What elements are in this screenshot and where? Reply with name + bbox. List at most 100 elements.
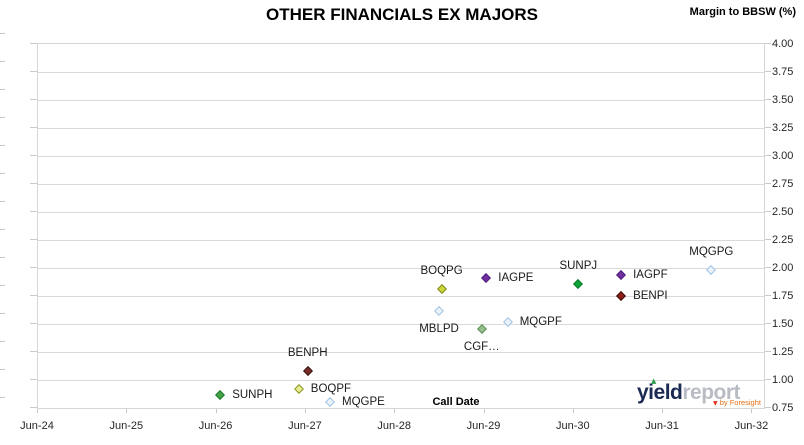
edge-tick-mark xyxy=(0,173,5,174)
x-tick-label: Jun-29 xyxy=(466,420,501,432)
x-tick-mark xyxy=(394,409,396,413)
data-point-marker xyxy=(616,269,627,280)
data-point-marker xyxy=(325,397,335,408)
data-point-label: IAGPF xyxy=(633,268,668,281)
data-point-label: MQGPF xyxy=(519,315,562,328)
x-tick-label: Jun-32 xyxy=(734,420,769,432)
y-tick-mark xyxy=(765,99,771,100)
y-tick-mark xyxy=(765,71,771,72)
edge-tick-mark xyxy=(0,285,5,286)
y-tick-mark xyxy=(30,407,37,408)
gridline xyxy=(38,268,764,269)
y-tick-label: 1.75 xyxy=(772,289,794,302)
y-tick-mark xyxy=(30,183,37,184)
y-tick-mark xyxy=(30,267,37,268)
y-tick-mark xyxy=(765,211,771,212)
y-tick-mark xyxy=(765,323,771,324)
plot-area: SUNPH BOQPF BENPH MQGPE MBLPD BOQPG CGF… IAGPE M… xyxy=(37,43,765,409)
y-tick-mark xyxy=(30,239,37,240)
data-point-label: IAGPE xyxy=(498,272,534,285)
logo-byline: ▼ by Foresight xyxy=(713,398,761,407)
x-tick-mark xyxy=(751,409,753,413)
gridline xyxy=(38,156,764,157)
y-tick-mark xyxy=(765,239,771,240)
x-tick-label: Jun-24 xyxy=(20,420,54,432)
gridline xyxy=(38,240,764,241)
edge-tick-mark xyxy=(0,33,5,34)
data-point-marker xyxy=(436,284,447,295)
data-point-label: MQGPG xyxy=(689,246,734,259)
data-point-marker xyxy=(481,273,492,284)
data-point-marker xyxy=(706,265,717,276)
x-tick-mark xyxy=(304,409,306,413)
y-tick-mark xyxy=(765,127,771,128)
y-tick-label: 3.50 xyxy=(772,93,794,106)
logo-red-triangle-icon: ▼ xyxy=(713,400,718,407)
data-point-label: SUNPJ xyxy=(559,259,598,272)
y-tick-label: 3.00 xyxy=(772,149,794,162)
data-point-label: MBLPD xyxy=(419,322,459,335)
x-tick-label: Jun-26 xyxy=(198,420,233,432)
y-tick-label: 3.75 xyxy=(772,65,794,78)
y-tick-mark xyxy=(30,43,37,44)
y-tick-mark xyxy=(30,127,37,128)
x-tick-mark xyxy=(37,409,38,413)
x-tick-mark xyxy=(126,409,128,413)
x-tick-mark xyxy=(572,409,574,413)
y-tick-mark xyxy=(765,267,771,268)
logo-report-text: report xyxy=(682,381,741,404)
gridline xyxy=(38,212,764,213)
data-point-marker xyxy=(476,323,487,334)
y-tick-mark xyxy=(30,351,37,352)
gridline xyxy=(38,100,764,101)
logo-byline-text: by Foresight xyxy=(719,398,761,407)
y-tick-label: 1.00 xyxy=(772,373,794,386)
y-tick-mark xyxy=(765,295,771,296)
x-tick-label: Jun-25 xyxy=(109,420,144,432)
edge-tick-mark xyxy=(0,117,5,118)
edge-tick-mark xyxy=(0,229,5,230)
edge-tick-mark xyxy=(0,61,5,62)
data-point-marker xyxy=(573,278,584,289)
edge-tick-mark xyxy=(0,145,5,146)
gridline xyxy=(38,296,764,297)
data-point-label: BOQPG xyxy=(420,265,463,278)
gridline xyxy=(38,352,764,353)
edge-tick-mark xyxy=(0,313,5,314)
data-point-marker xyxy=(293,384,304,394)
y-tick-label: 2.50 xyxy=(772,205,794,218)
gridline xyxy=(38,72,764,73)
data-point-label: MQGPE xyxy=(342,396,385,409)
x-tick-mark xyxy=(215,409,217,413)
data-point-marker xyxy=(215,389,226,400)
y-tick-mark xyxy=(30,323,37,324)
data-point-marker xyxy=(434,305,444,316)
gridline xyxy=(38,324,764,325)
data-point-label: BOQPF xyxy=(310,383,352,395)
yieldreport-logo: yieldreport ▲ ▼ by Foresight xyxy=(637,377,767,407)
y-tick-label: 1.50 xyxy=(772,317,794,330)
data-point-label: BENPI xyxy=(633,290,668,302)
y-tick-mark xyxy=(30,155,37,156)
y-tick-label: 2.00 xyxy=(772,261,794,274)
y-tick-mark xyxy=(30,71,37,72)
y-tick-label: 2.25 xyxy=(772,233,794,246)
data-point-label: CGF… xyxy=(463,340,500,353)
y-tick-mark xyxy=(765,407,771,408)
y-axis-title: Margin to BBSW (%) xyxy=(689,6,796,18)
edge-tick-mark xyxy=(0,89,5,90)
x-tick-mark xyxy=(483,409,485,413)
y-tick-mark xyxy=(30,99,37,100)
gridline xyxy=(38,380,764,381)
y-tick-label: 2.75 xyxy=(772,177,794,190)
edge-tick-mark xyxy=(0,397,5,398)
x-tick-label: Jun-27 xyxy=(288,420,322,432)
y-tick-mark xyxy=(765,155,771,156)
data-point-marker xyxy=(502,316,513,327)
y-tick-mark xyxy=(30,379,37,380)
data-point-marker xyxy=(302,366,313,376)
y-tick-label: 1.25 xyxy=(772,345,794,358)
y-tick-mark xyxy=(30,211,37,212)
data-point-label: BENPH xyxy=(287,347,328,359)
